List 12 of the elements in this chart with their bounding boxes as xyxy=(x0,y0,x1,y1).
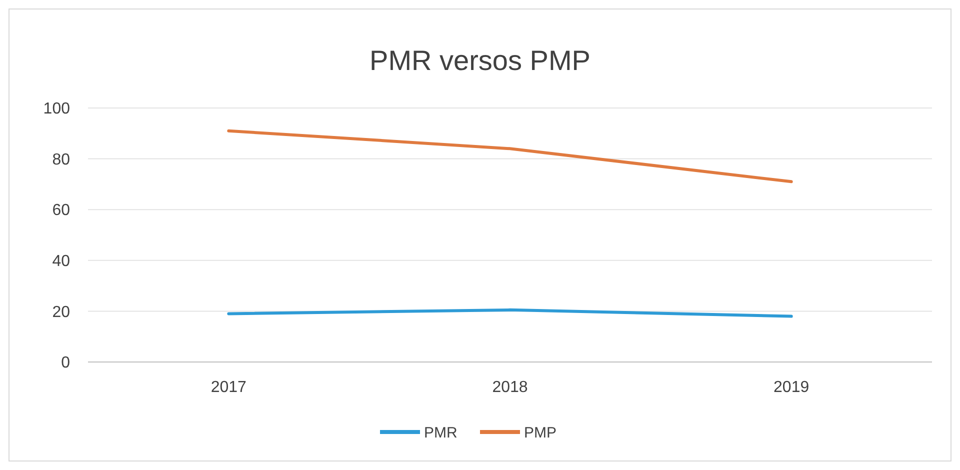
x-tick-label: 2018 xyxy=(492,379,528,396)
y-tick-label: 60 xyxy=(52,202,70,220)
x-tick-label: 2017 xyxy=(210,379,247,396)
chart-title: PMR versos PMP xyxy=(370,45,590,76)
y-tick-label: 100 xyxy=(43,100,70,118)
y-tick-label: 20 xyxy=(52,304,70,321)
y-tick-label: 40 xyxy=(52,253,70,270)
legend-label: PMR xyxy=(424,424,458,442)
x-tick-label: 2019 xyxy=(774,379,810,396)
legend-label: PMP xyxy=(524,424,557,442)
y-tick-label: 0 xyxy=(61,354,70,372)
y-tick-label: 80 xyxy=(52,151,70,168)
